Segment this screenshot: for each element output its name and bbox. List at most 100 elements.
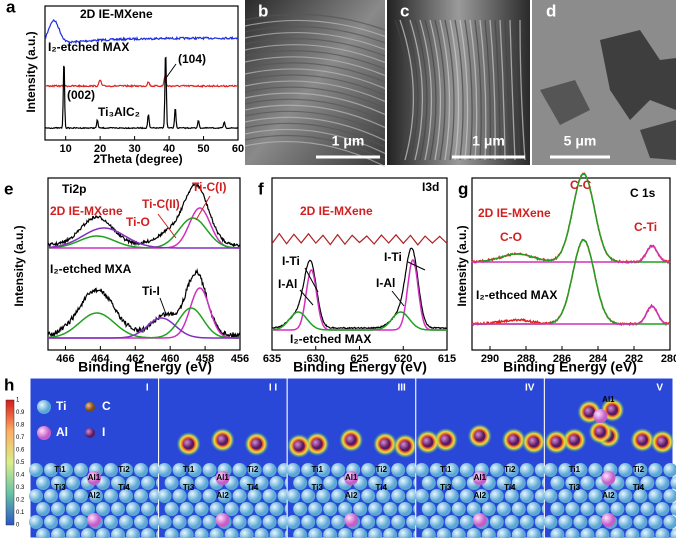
ti-atom [421, 528, 436, 538]
label: I [102, 425, 105, 439]
curve [47, 217, 240, 249]
label: Ti [56, 399, 66, 413]
ti-atom [391, 463, 406, 477]
ti-atom [353, 502, 368, 516]
arrow [165, 63, 177, 79]
ti-atom [670, 502, 676, 516]
al-atom [472, 513, 487, 527]
ti-atom [96, 502, 110, 516]
label: Ti2 [118, 465, 130, 474]
ti-atom [648, 489, 663, 503]
curve [47, 183, 240, 248]
ti-atom [421, 476, 436, 490]
al-atom [344, 471, 359, 485]
layer-streak [244, 56, 386, 77]
ti-atom [543, 463, 558, 477]
ti-atom [383, 528, 398, 538]
ti-atom [338, 502, 353, 516]
ti-atom [239, 476, 254, 490]
ti-atom [346, 489, 361, 503]
i-atom [568, 434, 580, 446]
legend-swatch [85, 428, 95, 438]
layer-streak [244, 80, 386, 103]
ti-atom [625, 476, 640, 490]
curve [472, 245, 670, 263]
label: 0 [16, 523, 20, 529]
arrow [407, 261, 426, 271]
ti-atom [640, 502, 655, 516]
ti-atom [157, 463, 172, 477]
label: Ti1 [311, 465, 323, 474]
ti-atom [504, 515, 519, 529]
ti-atom [308, 502, 323, 516]
ti-atom [134, 463, 148, 477]
ti-atom [66, 476, 80, 490]
ti-atom [640, 476, 655, 490]
label: Ti4 [375, 483, 387, 492]
ti-atom [29, 489, 43, 503]
label: Ti3 [569, 483, 581, 492]
label: Al2 [602, 491, 615, 500]
i-atom [293, 440, 305, 452]
layer-streak [244, 116, 386, 142]
ti-atom [398, 528, 413, 538]
ti-atom [51, 502, 65, 516]
ti-atom [444, 463, 459, 477]
ti-atom [474, 489, 489, 503]
layer-streak [244, 44, 386, 64]
ti-atom [29, 463, 43, 477]
label: Al1 [216, 473, 229, 482]
label: 0.7 [16, 435, 25, 441]
i-atom [606, 404, 618, 416]
ti-atom [526, 502, 541, 516]
label: Ti2 [247, 465, 259, 474]
i-atom [528, 436, 540, 448]
ti-atom [398, 502, 413, 516]
label: Ti-I [142, 284, 160, 298]
label: 30 [128, 143, 140, 155]
ti-atom [36, 528, 50, 538]
i-atom [345, 434, 357, 446]
ti-atom [414, 489, 429, 503]
curve [472, 239, 670, 325]
ti-atom [59, 515, 73, 529]
i-atom [379, 438, 391, 450]
arrow [391, 290, 405, 307]
ti-atom [254, 502, 269, 516]
label: 0.1 [16, 510, 25, 516]
ti-atom [247, 515, 262, 529]
al-atom [87, 513, 101, 527]
ti-atom [421, 502, 436, 516]
ti-atom [489, 489, 504, 503]
ti-atom [126, 528, 140, 538]
ti-atom [316, 489, 331, 503]
ti-atom [232, 489, 247, 503]
ti-atom [262, 515, 277, 529]
curve [44, 56, 239, 130]
label: Binding Energy (eV) [78, 359, 212, 375]
ti-atom [504, 463, 519, 477]
ti-atom [543, 489, 558, 503]
label: (002) [67, 88, 95, 102]
ti-atom [618, 515, 633, 529]
label: 50 [197, 143, 209, 155]
ti-atom [194, 502, 209, 516]
ti-atom [269, 528, 284, 538]
ti-atom [202, 463, 217, 477]
ti-atom [66, 502, 80, 516]
layer-streak [399, 19, 415, 161]
ti-atom [74, 463, 88, 477]
ti-atom [157, 515, 172, 529]
ti-atom [383, 476, 398, 490]
legend-swatch [85, 402, 95, 412]
ti-atom [104, 489, 118, 503]
ti-atom [558, 515, 573, 529]
label: b [258, 1, 268, 20]
ti-atom [209, 502, 224, 516]
label: Al2 [474, 491, 487, 500]
ti-atom [126, 502, 140, 516]
ti-atom [573, 515, 588, 529]
ti-atom [633, 489, 648, 503]
ti-atom [489, 463, 504, 477]
layer-streak [484, 19, 492, 161]
